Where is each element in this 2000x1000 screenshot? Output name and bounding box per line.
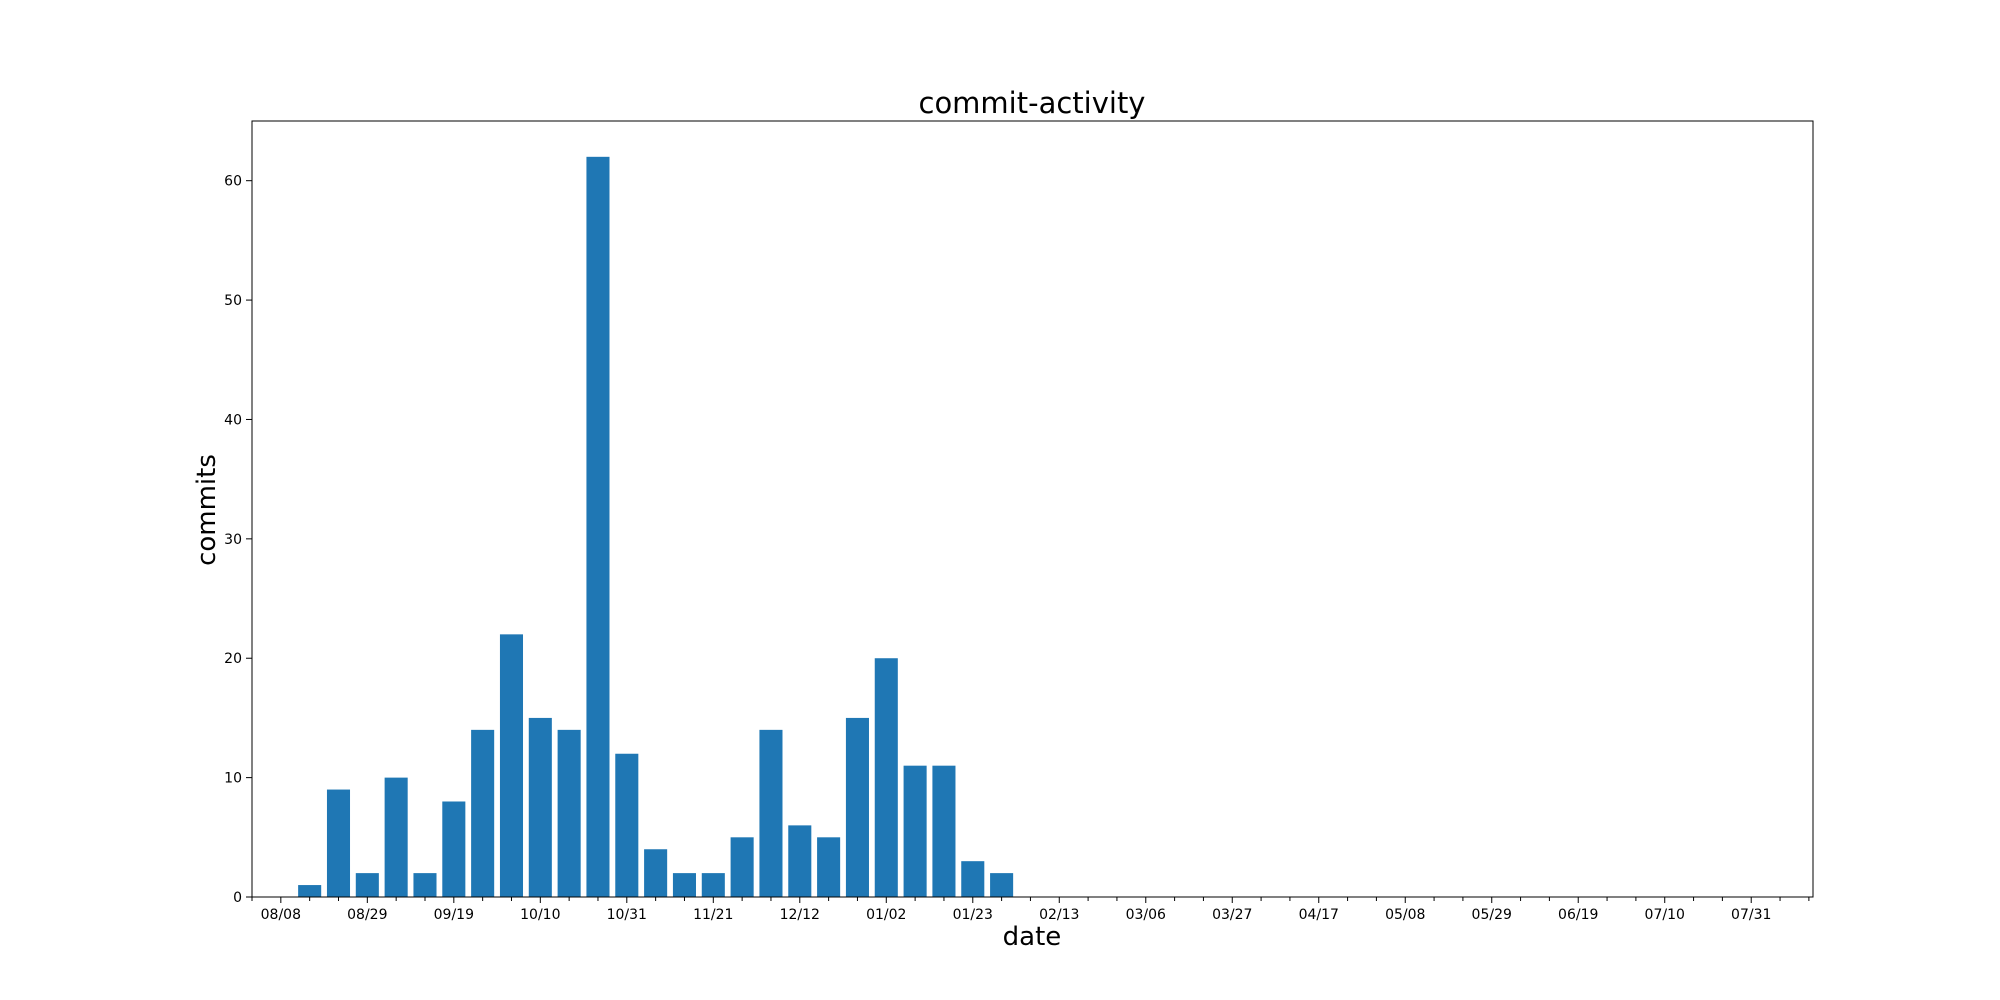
bar-2021-10-17 xyxy=(557,729,581,897)
bar-2021-12-05 xyxy=(759,729,783,897)
x-tick-label: 08/08 xyxy=(261,907,301,923)
x-tick-label: 02/13 xyxy=(1039,907,1079,923)
bar-2021-11-14 xyxy=(672,873,696,897)
bars-group xyxy=(298,156,1014,897)
bar-2022-01-02 xyxy=(874,658,898,897)
bar-2021-12-26 xyxy=(845,717,869,897)
x-tick-label: 12/12 xyxy=(780,907,820,923)
x-tick-label: 01/23 xyxy=(953,907,993,923)
x-tick-label: 04/17 xyxy=(1299,907,1339,923)
bar-2021-12-19 xyxy=(817,837,841,897)
x-tick-label: 07/10 xyxy=(1645,907,1685,923)
bar-2022-01-09 xyxy=(903,765,927,897)
bar-2021-10-10 xyxy=(528,717,552,897)
x-tick-label: 06/19 xyxy=(1558,907,1598,923)
x-tick-label: 11/21 xyxy=(693,907,733,923)
bar-2021-11-21 xyxy=(701,873,725,897)
plot-frame xyxy=(251,120,1814,898)
bar-2021-11-07 xyxy=(644,849,668,897)
bar-2021-11-28 xyxy=(730,837,754,897)
y-tick-label: 30 xyxy=(224,532,242,548)
x-tick-label: 03/06 xyxy=(1126,907,1166,923)
x-tick-label: 09/19 xyxy=(434,907,474,923)
y-tick-label: 10 xyxy=(224,771,242,787)
bar-2021-10-24 xyxy=(586,156,610,897)
x-axis-ticks: 08/08 08/29 09/19 10/10 10/31 11/21 12/12 01/02… xyxy=(251,897,1810,923)
bar-2021-08-29 xyxy=(355,873,379,897)
bar-2021-09-05 xyxy=(384,777,408,897)
bar-2021-10-31 xyxy=(615,753,639,897)
x-axis-title: date xyxy=(1003,922,1062,952)
x-tick-label: 05/29 xyxy=(1472,907,1512,923)
bar-2021-12-12 xyxy=(788,825,812,897)
chart-title: commit-activity xyxy=(919,86,1146,120)
bar-2022-01-16 xyxy=(932,765,956,897)
y-tick-label: 40 xyxy=(224,412,242,428)
x-tick-label: 03/27 xyxy=(1212,907,1252,923)
y-tick-label: 60 xyxy=(224,174,242,190)
y-tick-label: 20 xyxy=(224,651,242,667)
x-tick-label: 05/08 xyxy=(1385,907,1425,923)
bar-2021-08-22 xyxy=(326,789,351,897)
x-tick-label: 10/10 xyxy=(520,907,560,923)
bar-2021-09-19 xyxy=(442,801,466,897)
y-axis-title: commits xyxy=(192,454,222,566)
bar-2021-10-03 xyxy=(499,634,524,897)
bar-2021-08-15 xyxy=(298,885,322,897)
x-tick-label: 01/02 xyxy=(866,907,906,923)
y-tick-label: 0 xyxy=(233,890,242,906)
y-tick-label: 50 xyxy=(224,293,242,309)
bar-2022-01-23 xyxy=(961,861,985,897)
x-tick-label: 07/31 xyxy=(1731,907,1771,923)
bar-2021-09-26 xyxy=(471,729,495,897)
x-tick-label: 08/29 xyxy=(347,907,387,923)
bar-2022-01-30 xyxy=(990,873,1014,897)
y-axis-ticks: 0 10 20 30 40 50 60 xyxy=(224,174,252,906)
bar-2021-09-12 xyxy=(413,873,437,897)
x-tick-label: 10/31 xyxy=(607,907,647,923)
